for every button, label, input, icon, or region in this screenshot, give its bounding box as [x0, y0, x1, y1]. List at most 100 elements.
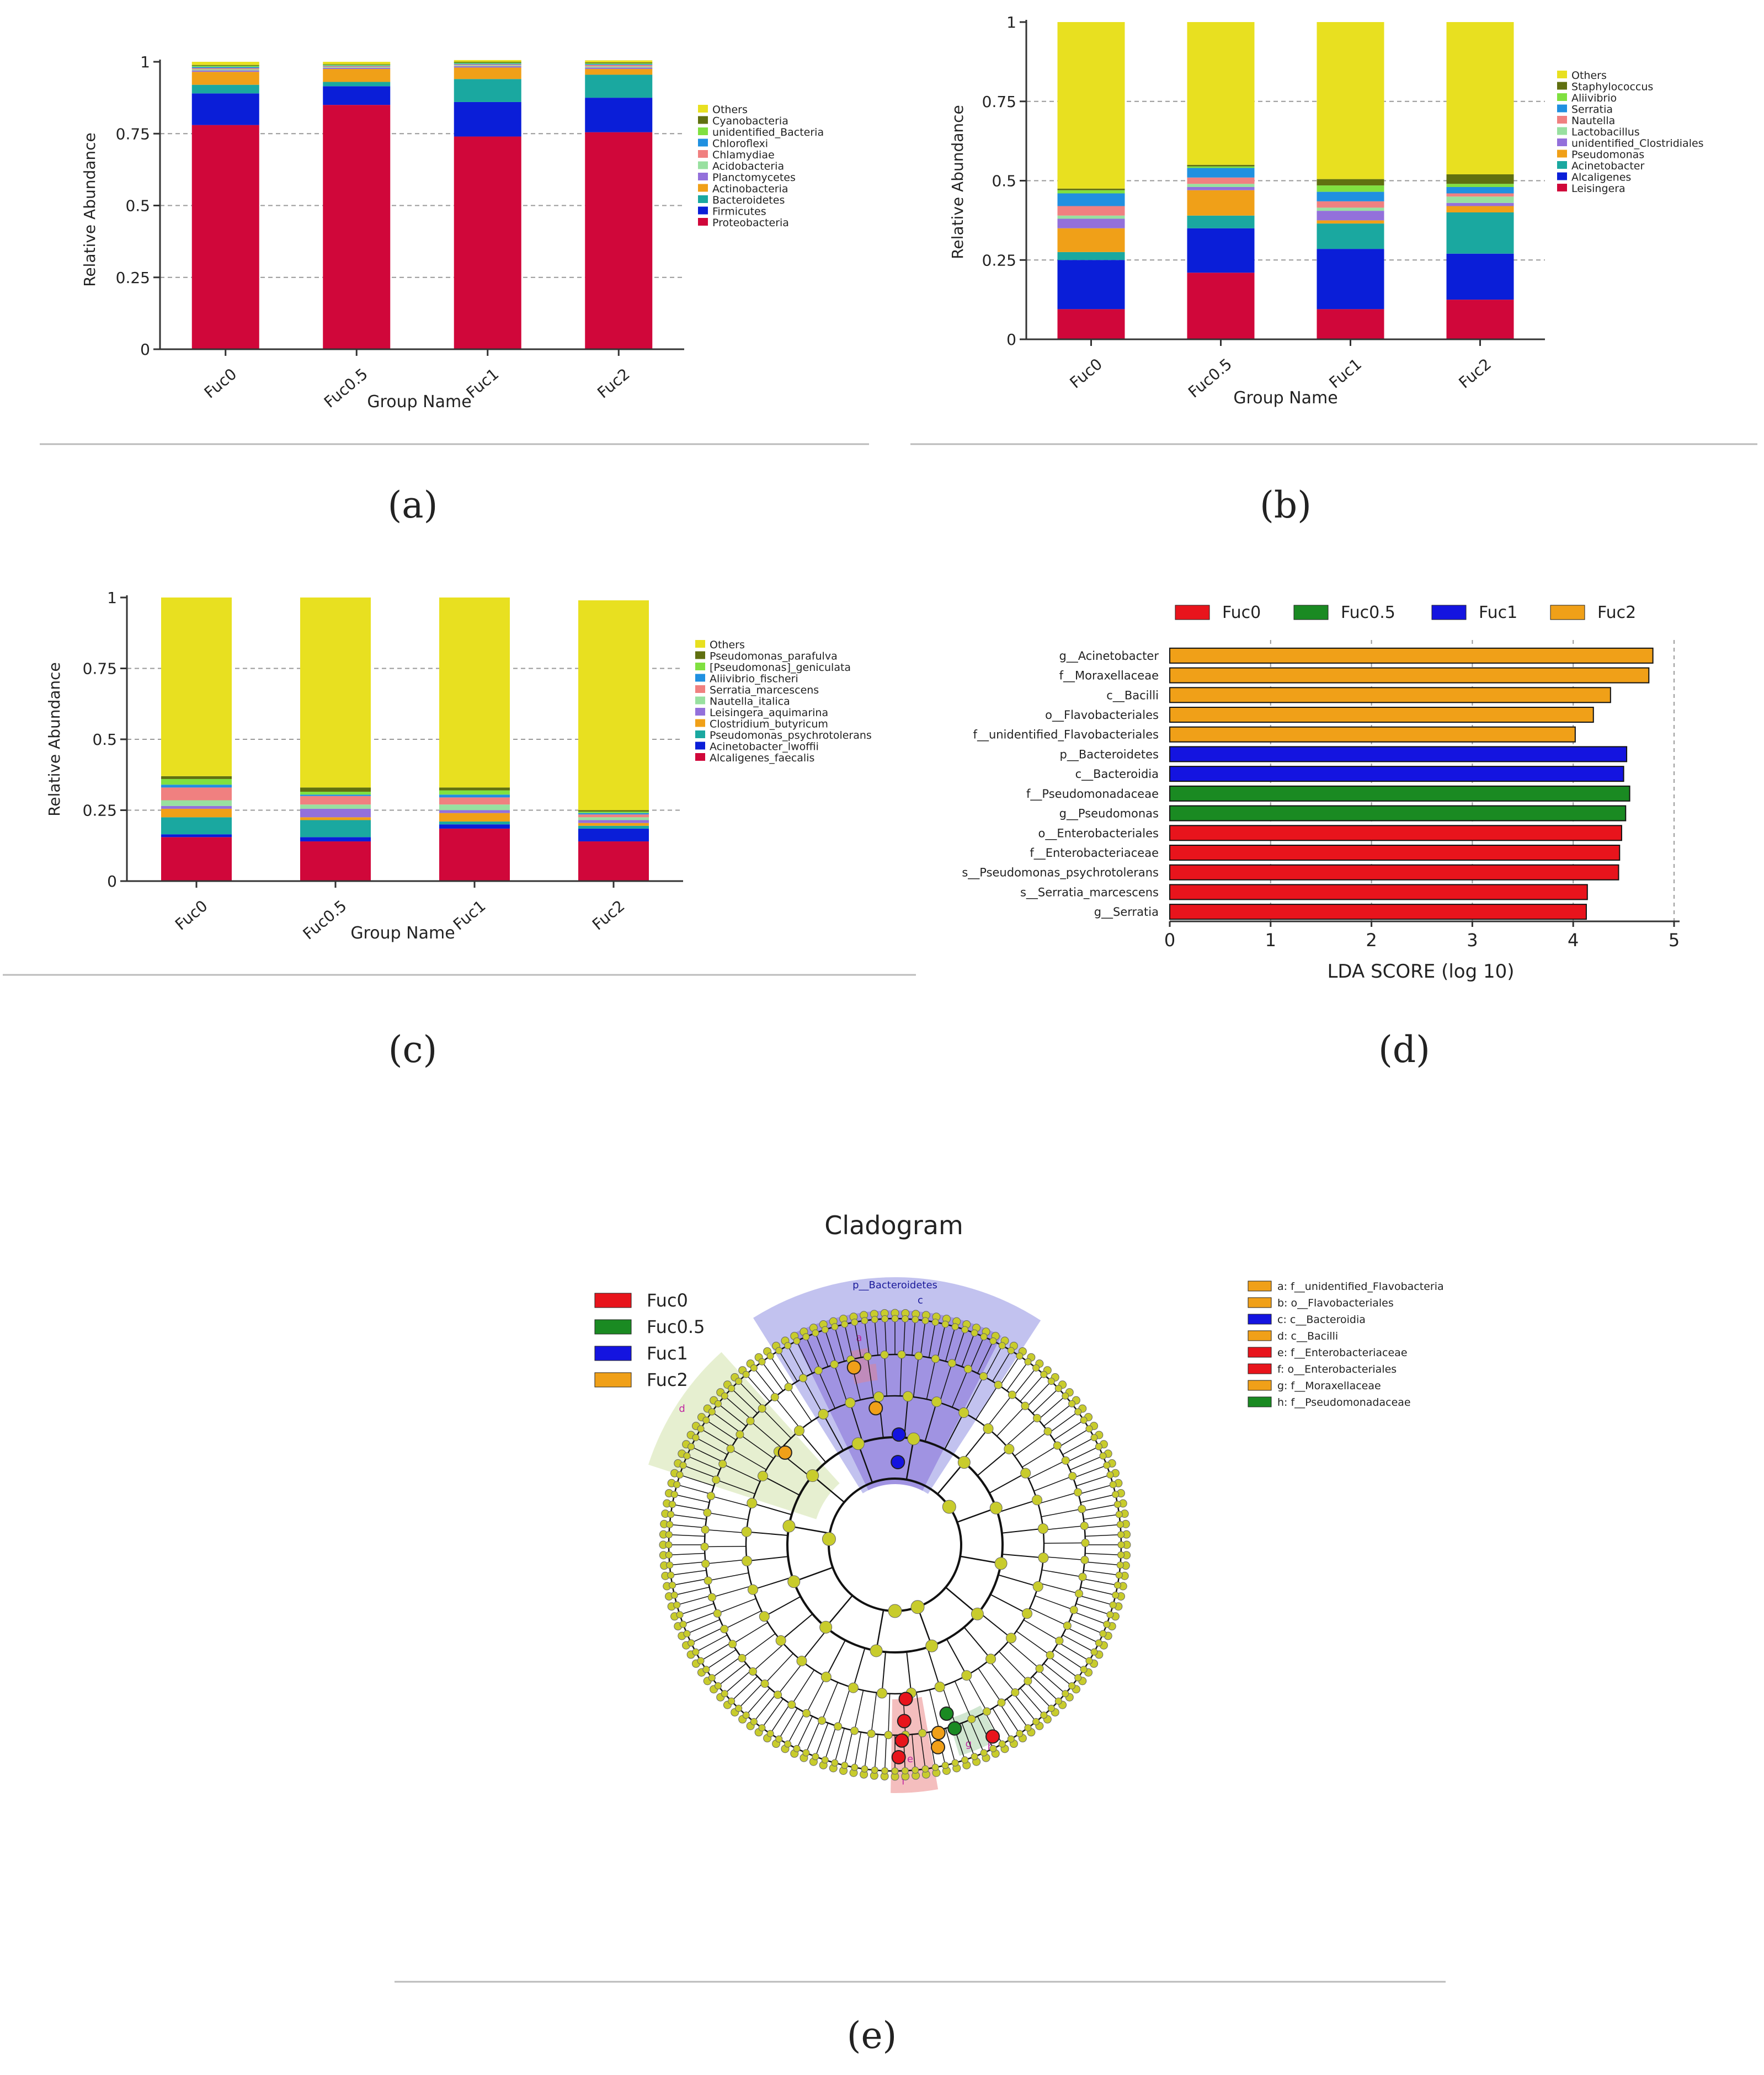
- tree-node: [1068, 1472, 1077, 1481]
- tree-branch: [752, 1644, 784, 1672]
- tree-branch: [716, 1479, 755, 1495]
- tree-branch: [1080, 1587, 1116, 1596]
- tree-branch: [951, 1369, 969, 1407]
- b-bar-unidentified-clostridiales: [1446, 202, 1514, 206]
- b-xtick-label: Fuc1: [1326, 355, 1365, 392]
- tree-node: [1054, 1385, 1062, 1393]
- tree-node: [1047, 1378, 1055, 1385]
- tree-branch: [1053, 1649, 1084, 1670]
- b-legend-swatch: [1557, 138, 1567, 146]
- tree-branch: [849, 1402, 864, 1443]
- b-bar-pseudomonas: [1187, 190, 1255, 216]
- tree-node: [712, 1475, 721, 1484]
- tree-branch: [1006, 1361, 1028, 1391]
- a-bar-actinobacteria: [585, 69, 653, 75]
- tree-node: [873, 1391, 884, 1402]
- tree-node: [818, 1409, 829, 1420]
- tree-branch: [1075, 1474, 1111, 1487]
- b-legend-swatch: [1557, 93, 1567, 101]
- tree-branch: [711, 1411, 742, 1433]
- a-bar-cyanobacteria: [585, 62, 653, 63]
- a-bar-chlamydiae: [454, 64, 521, 66]
- clado-clade-label: e: f__Enterobacteriaceae: [1277, 1347, 1408, 1359]
- tree-node: [963, 1364, 972, 1373]
- b-bar-nautella: [1317, 201, 1384, 208]
- tree-branch: [670, 1570, 707, 1576]
- tree-branch: [945, 1587, 978, 1615]
- tree-node: [793, 1337, 801, 1345]
- c-bar-serratia-marcescens: [439, 797, 510, 805]
- tree-node: [673, 1601, 681, 1609]
- tree-branch: [989, 1473, 1026, 1494]
- tree-branch: [920, 1733, 926, 1769]
- tree-branch: [963, 1626, 992, 1660]
- clado-clade-label: c: c__Bacteroidia: [1277, 1314, 1366, 1326]
- tree-node: [746, 1417, 755, 1426]
- tree-node: [994, 1380, 1003, 1389]
- tree-branch: [905, 1438, 915, 1480]
- tree-node: [812, 1753, 819, 1761]
- tree-node: [821, 1326, 829, 1333]
- sector-label-d: d: [679, 1403, 685, 1415]
- tree-branch: [753, 1576, 793, 1591]
- tree-node: [726, 1444, 735, 1453]
- tree-branch: [815, 1332, 829, 1367]
- a-bar-firmicutes: [585, 98, 653, 132]
- sector-label-a: a: [856, 1332, 862, 1344]
- tree-node: [814, 1366, 823, 1375]
- tree-node: [1078, 1572, 1087, 1581]
- a-bar-acidobacteria: [454, 65, 521, 66]
- tree-branch: [942, 1685, 956, 1726]
- tree-node: [1115, 1571, 1123, 1579]
- tree-branch: [913, 1356, 919, 1397]
- tree-branch: [796, 1341, 813, 1374]
- tree-branch: [700, 1642, 732, 1661]
- tree-node: [701, 1559, 710, 1568]
- tree-branch: [676, 1595, 712, 1605]
- panel-c-xlabel: Group Name: [350, 924, 455, 943]
- tree-node: [891, 1315, 899, 1322]
- tree-node: [1113, 1581, 1121, 1589]
- tree-node: [880, 1351, 889, 1359]
- tree-node: [750, 1364, 758, 1372]
- tree-branch: [787, 1345, 806, 1378]
- a-bar-others: [454, 60, 521, 62]
- tree-branch: [683, 1465, 717, 1479]
- b-legend-label: Acinetobacter: [1571, 160, 1644, 172]
- tree-node: [1054, 1697, 1062, 1705]
- tree-branch: [852, 1647, 866, 1688]
- tree-branch: [791, 1669, 815, 1705]
- c-bar-acinetobacter-lwoffii: [300, 837, 371, 842]
- lda-bar: [1169, 766, 1624, 782]
- tree-node: [983, 1707, 992, 1716]
- tree-branch: [730, 1448, 767, 1470]
- tree-branch: [961, 1722, 975, 1757]
- b-bar-lactobacillus: [1446, 196, 1514, 203]
- a-bar-actinobacteria: [454, 67, 521, 79]
- c-bar--pseudomonas-geniculata: [578, 812, 649, 813]
- tree-node: [793, 1745, 801, 1752]
- tree-node: [665, 1531, 673, 1539]
- clado-group-swatch: [594, 1319, 632, 1335]
- panel-e-cladogram: Cladogram p__Bacteroidetescbadefgh Fuc0F…: [395, 1210, 1446, 2057]
- tree-branch: [903, 1319, 906, 1355]
- c-bar--pseudomonas-geniculata: [161, 778, 232, 785]
- tree-branch: [996, 1405, 1026, 1437]
- tree-branch: [1002, 1553, 1044, 1559]
- tree-branch: [1073, 1611, 1107, 1625]
- lda-bar-label: s__Serratia_marcescens: [1020, 886, 1159, 899]
- tree-highlight-node: [777, 1445, 792, 1460]
- c-xtick-label: Fuc1: [450, 897, 489, 934]
- tree-branch: [884, 1735, 887, 1771]
- tree-node: [1090, 1648, 1098, 1656]
- b-bar-alcaligenes: [1446, 253, 1514, 300]
- c-bar-aliivibrio-fischeri: [578, 813, 649, 815]
- tree-node: [683, 1452, 691, 1460]
- a-legend-swatch: [698, 150, 708, 158]
- lda-bar: [1169, 845, 1621, 861]
- lda-legend-label: Fuc2: [1597, 603, 1636, 622]
- tree-branch: [1042, 1569, 1083, 1577]
- a-bar-acidobacteria: [585, 66, 653, 68]
- tree-branch: [825, 1595, 853, 1628]
